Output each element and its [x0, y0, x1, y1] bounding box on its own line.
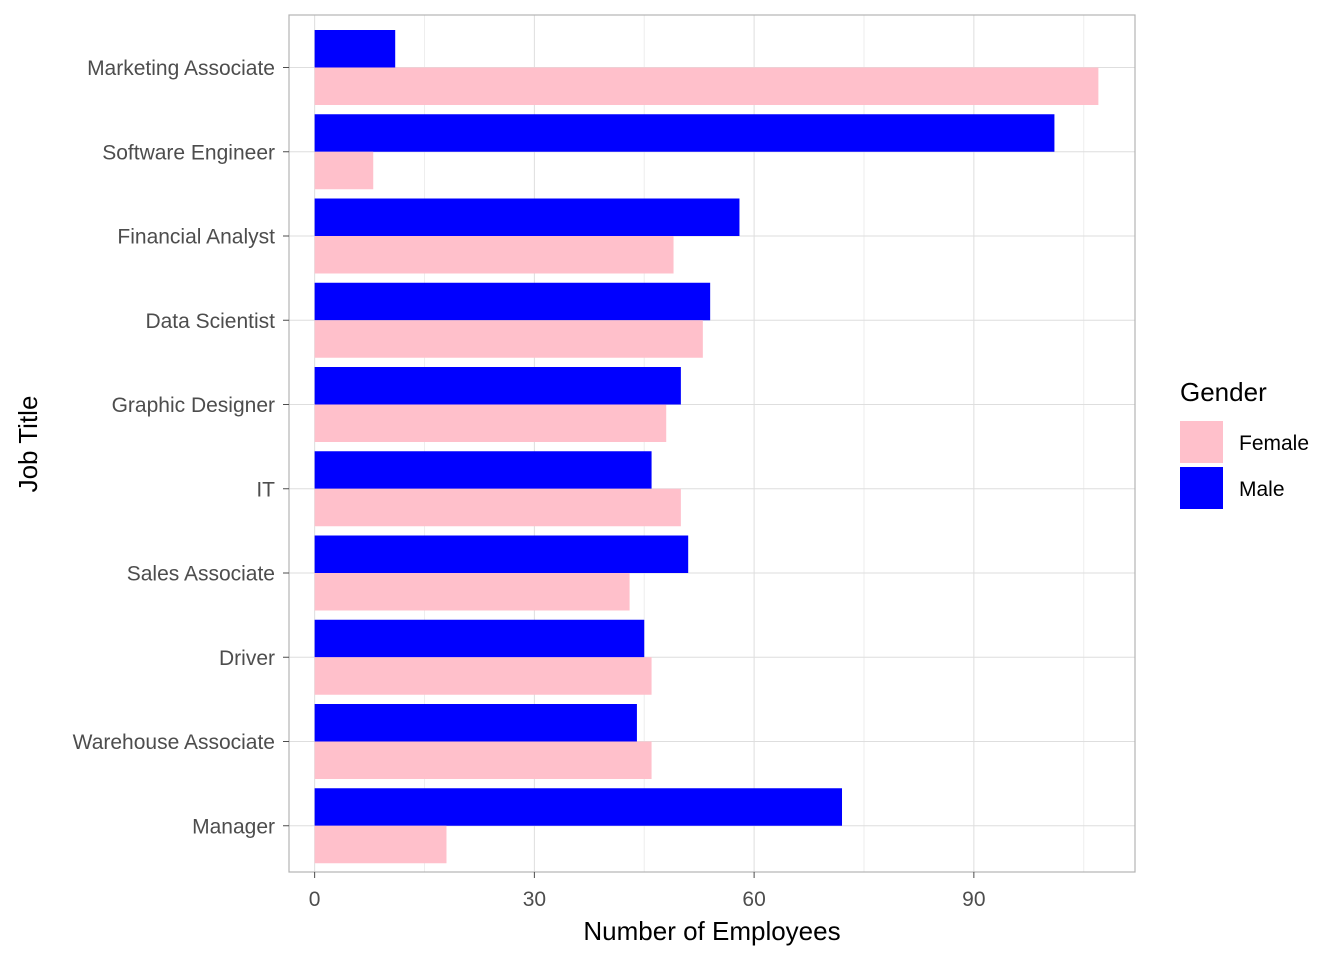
y-axis-ticks: Marketing Associate Software Engineer Fina… — [73, 57, 289, 838]
bar-male — [314, 535, 689, 573]
legend-key-male — [1180, 467, 1223, 509]
y-tick-label: Marketing Associate — [87, 57, 275, 80]
bar-female — [314, 825, 447, 864]
x-axis-ticks: 0 30 60 90 — [309, 872, 986, 911]
legend-title: Gender — [1180, 377, 1267, 407]
x-tick-label: 60 — [742, 888, 765, 911]
y-tick-label: Graphic Designer — [112, 394, 275, 417]
bar-female — [314, 404, 667, 442]
bar-male — [314, 114, 1055, 152]
y-tick-label: Manager — [192, 815, 275, 838]
y-axis-title: Job Title — [13, 396, 43, 493]
legend-label-female: Female — [1239, 432, 1309, 455]
bar-female — [314, 573, 630, 611]
legend-key-female — [1180, 421, 1223, 463]
legend: Gender Female Male — [1180, 377, 1309, 509]
bar-female — [314, 67, 1099, 105]
bar-female — [314, 657, 652, 695]
legend-label-male: Male — [1239, 478, 1285, 501]
bar-male — [314, 30, 396, 68]
y-tick-label: Sales Associate — [127, 563, 275, 586]
x-tick-label: 30 — [523, 888, 546, 911]
y-tick-label: Software Engineer — [102, 141, 275, 164]
bar-male — [314, 198, 740, 236]
y-tick-label: Data Scientist — [145, 310, 275, 333]
bar-male — [314, 451, 652, 489]
bar-female — [314, 741, 652, 779]
y-tick-label: Warehouse Associate — [73, 731, 275, 754]
bar-female — [314, 151, 374, 190]
panel-border — [288, 14, 1136, 873]
bars — [314, 30, 1099, 864]
bar-female — [314, 320, 703, 358]
bar-female — [314, 488, 681, 527]
bar-female — [314, 236, 674, 274]
x-axis-title: Number of Employees — [583, 916, 840, 946]
bar-male — [314, 367, 681, 405]
bar-male — [314, 704, 637, 742]
legend-items: Female Male — [1180, 421, 1309, 509]
y-tick-label: IT — [256, 478, 275, 501]
y-tick-label: Driver — [219, 647, 275, 670]
y-tick-label: Financial Analyst — [117, 226, 275, 249]
x-tick-label: 90 — [962, 888, 985, 911]
x-tick-label: 0 — [309, 888, 321, 911]
bar-male — [314, 619, 645, 658]
bar-male — [314, 282, 711, 321]
bar-male — [314, 788, 843, 826]
